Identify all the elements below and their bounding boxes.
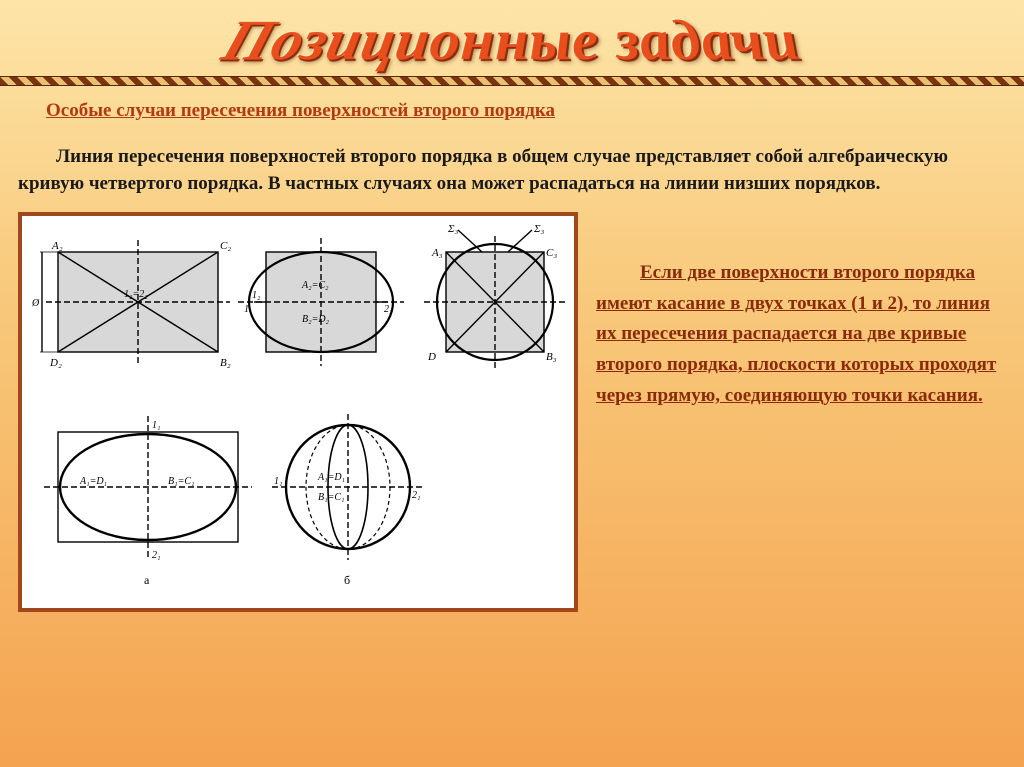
svg-text:B₃: B₃ bbox=[546, 351, 557, 363]
svg-text:Σ₃: Σ₃ bbox=[533, 223, 545, 235]
svg-text:A₂: A₂ bbox=[51, 240, 63, 252]
svg-text:A₂=C₂: A₂=C₂ bbox=[301, 280, 329, 291]
svg-text:1₁: 1₁ bbox=[152, 420, 160, 431]
panel-top-mid: A₂=C₂ B₂=D₂ 1₂ 2₂ 1 bbox=[238, 238, 404, 366]
svg-text:а: а bbox=[144, 573, 150, 587]
panel-top-right: Σ₃ Σ₃ A₃ C₃ B₃ D bbox=[424, 223, 566, 368]
svg-text:1₁: 1₁ bbox=[274, 476, 282, 487]
svg-text:B₁=C₁: B₁=C₁ bbox=[318, 492, 344, 503]
panel-bot-left: A₁=D₁ B₁=C₁ 1₁ 2₁ а bbox=[44, 416, 252, 587]
panel-top-left: A₂ C₂ D₂ B₂ 1₂=2₂ Ø bbox=[31, 240, 231, 369]
svg-text:2₁: 2₁ bbox=[412, 490, 420, 501]
content-area: Особые случаи пересечения поверхностей в… bbox=[0, 86, 1024, 612]
svg-text:A₁=D₁: A₁=D₁ bbox=[317, 472, 345, 483]
lower-row: A₂ C₂ D₂ B₂ 1₂=2₂ Ø bbox=[18, 212, 1006, 612]
svg-text:1₂: 1₂ bbox=[252, 290, 261, 301]
svg-text:A₁=D₁: A₁=D₁ bbox=[79, 476, 107, 487]
svg-text:B₂=D₂: B₂=D₂ bbox=[302, 314, 330, 325]
svg-text:б: б bbox=[344, 573, 350, 587]
svg-text:B₂: B₂ bbox=[220, 357, 231, 369]
lead-paragraph: Линия пересечения поверхностей второго п… bbox=[18, 144, 1006, 198]
svg-text:Ø: Ø bbox=[31, 298, 40, 309]
page-title: Позиционные задачи bbox=[215, 13, 808, 70]
svg-text:D: D bbox=[427, 351, 436, 363]
svg-text:B₁=C₁: B₁=C₁ bbox=[168, 476, 194, 487]
side-text-block: Если две поверхности второго порядка име… bbox=[596, 212, 1006, 412]
svg-text:1₂=2₂: 1₂=2₂ bbox=[124, 289, 148, 300]
svg-text:Σ₃: Σ₃ bbox=[447, 223, 459, 235]
svg-text:C₂: C₂ bbox=[220, 240, 231, 252]
svg-text:A₃: A₃ bbox=[431, 247, 443, 259]
svg-text:1: 1 bbox=[244, 304, 249, 315]
side-paragraph: Если две поверхности второго порядка име… bbox=[596, 258, 1000, 412]
section-heading: Особые случаи пересечения поверхностей в… bbox=[46, 100, 1006, 122]
diagram-svg: A₂ C₂ D₂ B₂ 1₂=2₂ Ø bbox=[28, 222, 576, 610]
title-container: Позиционные задачи bbox=[0, 0, 1024, 70]
panel-bot-right: A₁=D₁ B₁=C₁ 1₁ 2₁ б bbox=[272, 414, 424, 587]
svg-text:C₃: C₃ bbox=[546, 247, 557, 259]
pattern-divider bbox=[0, 76, 1024, 86]
svg-text:2₁: 2₁ bbox=[152, 550, 160, 561]
svg-text:D₂: D₂ bbox=[49, 357, 62, 369]
diagram-frame: A₂ C₂ D₂ B₂ 1₂=2₂ Ø bbox=[18, 212, 578, 612]
svg-text:2₂: 2₂ bbox=[384, 304, 393, 315]
